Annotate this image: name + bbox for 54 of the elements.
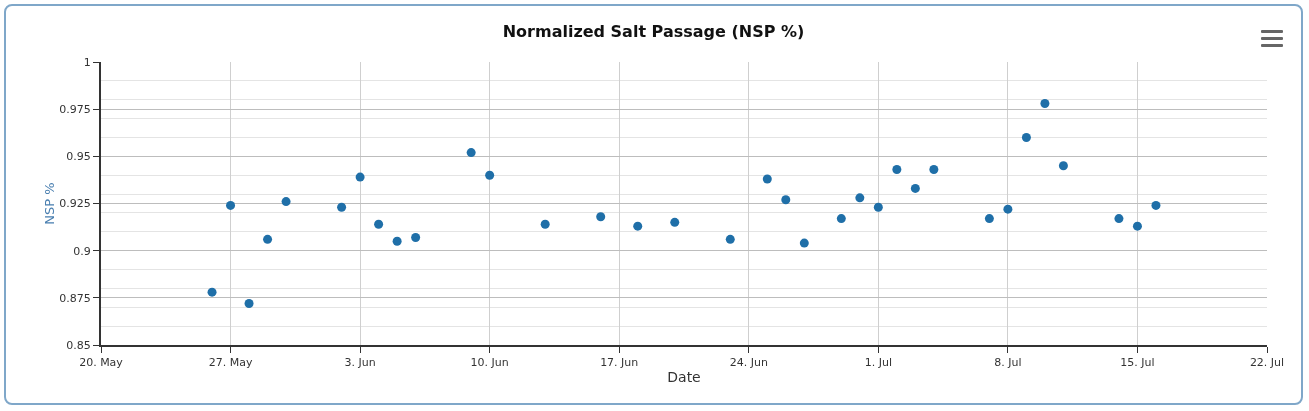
point: [392, 236, 402, 246]
point: [355, 172, 365, 182]
point: [873, 202, 883, 212]
y-tick-label: 0.975: [59, 103, 91, 117]
y-tick-label: 0.9: [73, 244, 91, 258]
point: [244, 298, 254, 308]
point: [633, 221, 643, 231]
y-tick-label: 1: [83, 55, 91, 69]
point: [1132, 221, 1142, 231]
point: [781, 195, 791, 205]
x-tick-label: 3. Jun: [344, 356, 376, 370]
point: [281, 197, 291, 207]
x-tick-label: 24. Jun: [729, 356, 768, 370]
chart-title: Normalized Salt Passage (NSP %): [502, 22, 805, 42]
point: [1114, 214, 1124, 224]
point: [855, 193, 865, 203]
y-tick-label: 0.875: [59, 291, 91, 305]
point: [1021, 132, 1031, 142]
point: [596, 212, 606, 222]
x-tick-label: 1. Jul: [864, 356, 892, 370]
point: [762, 174, 772, 184]
point: [892, 165, 902, 175]
point: [929, 165, 939, 175]
point: [670, 217, 680, 227]
x-tick-label: 17. Jun: [600, 356, 639, 370]
point: [910, 183, 920, 193]
point: [485, 170, 495, 180]
point: [374, 219, 384, 229]
point: [984, 214, 994, 224]
point: [725, 234, 735, 244]
point: [540, 219, 550, 229]
x-tick-label: 20. May: [79, 356, 124, 370]
point: [411, 232, 421, 242]
y-tick-label: 0.85: [66, 338, 91, 352]
x-tick-label: 27. May: [208, 356, 253, 370]
point: [466, 148, 476, 158]
point: [1003, 204, 1013, 214]
x-axis-title: Date: [667, 369, 701, 385]
x-tick-label: 15. Jul: [1120, 356, 1155, 370]
x-tick-label: 22. Jul: [1249, 356, 1285, 370]
x-tick-label: 8. Jul: [994, 356, 1022, 370]
point: [337, 202, 347, 212]
y-tick-label: 0.95: [66, 150, 91, 164]
point: [836, 214, 846, 224]
x-tick-label: 10. Jun: [470, 356, 509, 370]
point: [263, 234, 273, 244]
point: [1151, 200, 1161, 210]
y-tick-label: 0.925: [59, 197, 91, 211]
point: [1040, 99, 1050, 109]
point: [1058, 161, 1068, 171]
point: [207, 287, 217, 297]
y-axis-title: NSP %: [42, 182, 58, 225]
point: [799, 238, 809, 248]
point: [226, 200, 236, 210]
